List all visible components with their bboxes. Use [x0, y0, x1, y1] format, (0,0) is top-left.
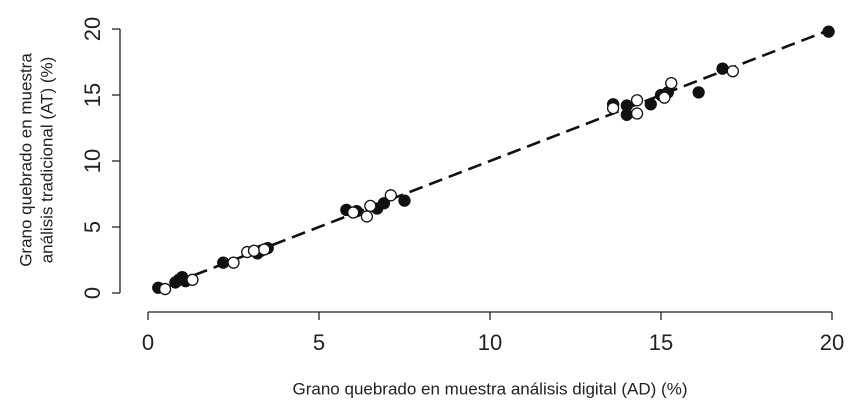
- point: [364, 199, 377, 213]
- point: [158, 282, 172, 296]
- point: [606, 102, 620, 115]
- fit-line: [154, 27, 833, 292]
- point: [658, 91, 671, 104]
- y-tick-label: 0: [80, 287, 105, 299]
- point: [186, 273, 199, 286]
- x-tick-label: 5: [313, 330, 325, 355]
- y-tick-label: 15: [80, 83, 105, 107]
- point: [644, 98, 657, 111]
- point: [227, 256, 240, 269]
- point: [665, 76, 678, 90]
- x-tick-label: 10: [478, 330, 502, 355]
- y-tick-label: 10: [80, 149, 105, 173]
- point: [360, 210, 374, 223]
- point: [398, 194, 411, 207]
- point: [620, 108, 633, 121]
- x-tick-label: 15: [649, 330, 673, 355]
- point: [726, 65, 739, 78]
- x-tick-label: 0: [142, 330, 154, 355]
- y-tick-label: 5: [80, 221, 105, 233]
- y-tick-label: 20: [80, 17, 105, 41]
- x-tick-label: 20: [820, 330, 844, 355]
- point: [247, 244, 261, 257]
- point: [347, 206, 360, 219]
- y-axis-label: Grano quebrado en muestra: [16, 53, 35, 267]
- point: [716, 62, 729, 75]
- point: [217, 256, 230, 269]
- point: [692, 86, 705, 99]
- point: [822, 25, 835, 38]
- x-axis-label: Grano quebrado en muestra análisis digit…: [293, 379, 688, 398]
- y-axis-label: análisis tradicional (AT) (%): [37, 57, 56, 264]
- point: [258, 243, 271, 256]
- point: [384, 189, 397, 202]
- point: [630, 107, 644, 120]
- point: [377, 197, 391, 210]
- point: [630, 94, 644, 107]
